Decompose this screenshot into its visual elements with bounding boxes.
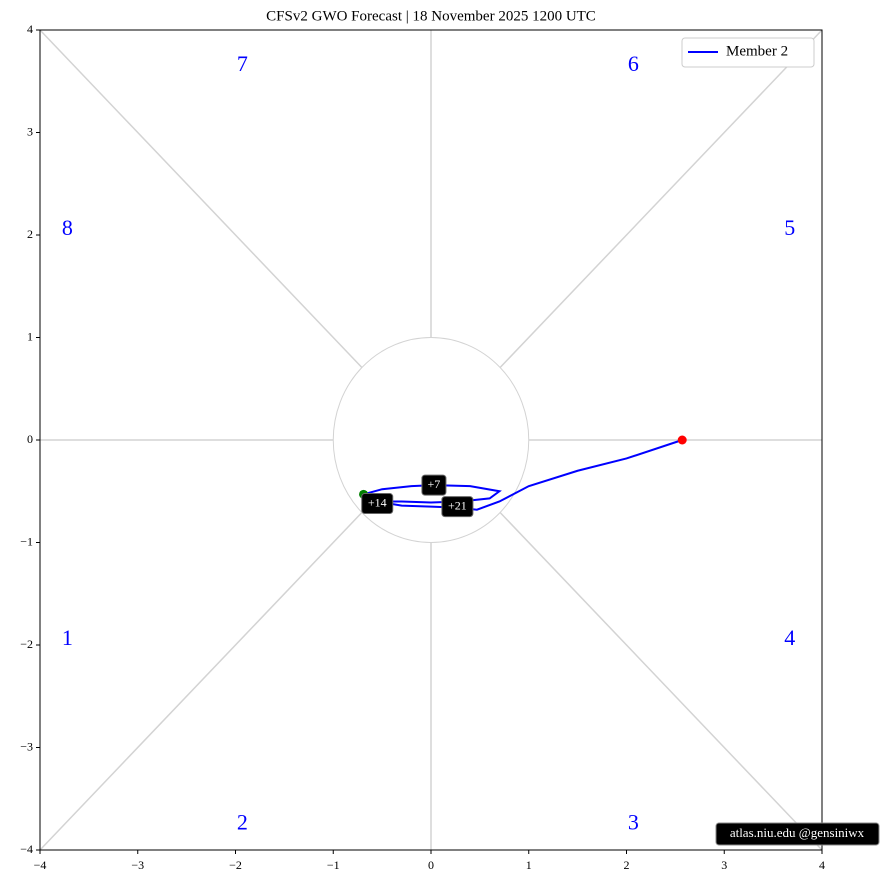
phase-label: 8 [62, 215, 73, 240]
phase-line [499, 511, 823, 851]
credit-box [715, 822, 880, 846]
x-tick-label: −1 [327, 858, 340, 872]
unit-circle [332, 337, 530, 543]
y-tick-label: −2 [20, 637, 33, 651]
phase-line [39, 511, 363, 851]
annotation-box [441, 496, 474, 518]
phase-line [39, 29, 363, 369]
x-tick-label: 3 [721, 858, 727, 872]
phase-label: 3 [628, 809, 639, 834]
y-tick-label: 4 [27, 22, 33, 36]
phase-label: 5 [784, 215, 795, 240]
y-tick-label: −4 [20, 842, 33, 856]
y-tick-label: 2 [27, 227, 33, 241]
x-tick-label: −2 [229, 858, 242, 872]
chart-title: CFSv2 GWO Forecast | 18 November 2025 12… [266, 8, 596, 24]
y-tick-label: 0 [27, 432, 33, 446]
legend-box [681, 37, 815, 68]
annotation: +14 [368, 495, 387, 509]
annotation-box [361, 493, 394, 515]
annotation: +21 [448, 498, 467, 512]
x-tick-label: 4 [819, 858, 825, 872]
legend-label: Member 2 [726, 43, 788, 59]
credit: atlas.niu.edu @gensiniwx [730, 825, 865, 840]
y-tick-label: −3 [20, 739, 33, 753]
x-tick-label: −4 [34, 858, 47, 872]
phase-line [499, 29, 823, 369]
phase-label: 1 [62, 625, 73, 650]
annotation: +7 [428, 477, 441, 491]
phase-label: 4 [784, 625, 795, 650]
y-tick-label: −1 [20, 534, 33, 548]
phase-label: 7 [237, 51, 248, 76]
y-tick-label: 3 [27, 124, 33, 138]
x-tick-label: 1 [526, 858, 532, 872]
x-tick-label: 2 [624, 858, 630, 872]
phase-label: 2 [237, 809, 248, 834]
y-tick-label: 1 [27, 329, 33, 343]
x-tick-label: 0 [428, 858, 434, 872]
annotation-box [421, 474, 447, 496]
end-marker [677, 435, 687, 445]
x-tick-label: −3 [131, 858, 144, 872]
phase-label: 6 [628, 51, 639, 76]
